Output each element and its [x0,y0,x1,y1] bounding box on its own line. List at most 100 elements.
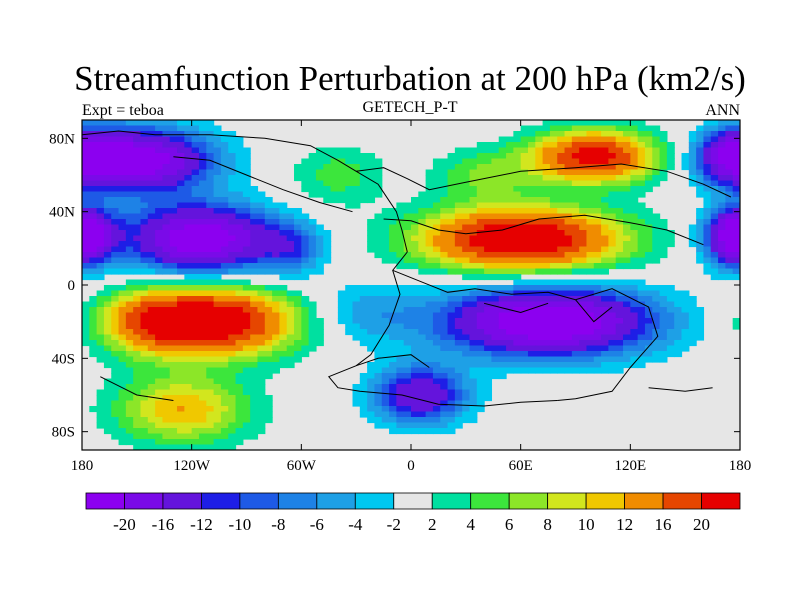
field-cell [571,131,580,138]
field-cell [367,345,376,352]
field-cell [337,296,346,303]
field-cell [513,158,522,165]
field-cell [213,367,222,374]
field-cell [491,318,500,325]
field-cell [593,257,602,264]
field-cell [615,219,624,226]
field-cell [125,345,134,352]
field-cell [644,334,653,341]
field-cell [111,136,120,143]
field-cell [330,191,339,198]
field-cell [557,252,566,259]
field-cell [571,263,580,270]
field-cell [206,400,215,407]
field-cell [425,351,434,358]
field-cell [162,411,171,418]
field-cell [535,153,544,160]
field-cell [250,334,259,341]
field-cell [264,230,273,237]
field-cell [469,235,478,242]
field-cell [520,307,529,314]
field-cell [147,329,156,336]
field-cell [411,428,419,435]
field-cell [601,241,609,248]
field-cell [169,142,178,149]
field-cell [688,340,697,347]
field-cell [527,153,536,160]
field-cell [432,268,441,275]
field-cell [235,406,244,413]
field-cell [140,395,149,402]
field-cell [469,411,478,418]
field-cell [725,235,734,242]
field-cell [454,422,463,429]
field-cell [286,323,295,330]
field-cell [220,202,229,209]
field-cell [191,164,200,171]
field-cell [535,285,544,292]
field-cell [140,312,149,319]
field-cell [147,312,156,319]
field-cell [564,147,573,154]
field-cell [177,219,185,226]
field-cell [213,131,222,138]
field-cell [250,301,259,308]
field-cell [484,219,493,226]
field-cell [586,191,595,198]
field-cell [162,400,171,407]
field-cell [447,329,456,336]
field-cell [133,153,142,160]
field-cell [527,323,536,330]
field-cell [103,230,112,237]
field-cell [264,356,273,363]
field-cell [411,208,419,215]
field-cell [630,235,639,242]
field-cell [103,334,112,341]
field-cell [403,213,412,220]
field-cell [89,318,98,325]
field-cell [527,197,536,204]
field-cell [535,142,544,149]
field-cell [506,285,514,292]
field-cell [155,433,164,440]
field-cell [535,169,544,176]
field-cell [89,186,98,193]
field-cell [367,395,376,402]
field-cell [184,334,193,341]
field-cell [198,312,207,319]
field-cell [315,164,324,171]
field-cell [279,323,288,330]
field-cell [454,334,463,341]
field-cell [571,334,580,341]
field-cell [732,318,740,325]
field-cell [308,158,317,165]
field-cell [440,224,449,231]
field-cell [155,428,164,435]
field-cell [469,345,478,352]
field-cell [272,235,280,242]
field-cell [96,257,105,264]
field-cell [732,197,740,204]
field-cell [140,285,149,292]
field-cell [623,197,631,204]
field-cell [213,224,222,231]
field-cell [169,268,178,275]
field-cell [469,389,478,396]
field-cell [374,235,383,242]
field-cell [177,125,185,132]
field-cell [286,296,295,303]
field-cell [198,389,207,396]
field-cell [279,318,288,325]
field-cell [513,180,522,187]
field-cell [396,428,405,435]
field-cell [432,164,441,171]
field-cell [184,417,193,424]
field-cell [608,202,617,209]
field-cell [213,433,222,440]
field-cell [191,312,200,319]
field-cell [710,263,719,270]
field-cell [220,411,229,418]
field-cell [220,422,229,429]
field-cell [571,296,580,303]
field-cell [659,147,668,154]
